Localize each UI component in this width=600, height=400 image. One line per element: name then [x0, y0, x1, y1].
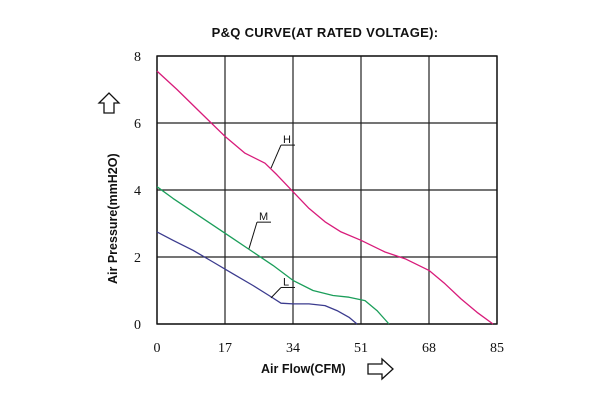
series-line-H	[156, 70, 494, 325]
y-tick-label: 8	[134, 50, 141, 65]
grid	[156, 55, 498, 325]
y-tick-label: 2	[134, 251, 141, 266]
series-line-M	[156, 186, 390, 325]
x-tick-label: 0	[154, 341, 161, 356]
y-tick-label: 0	[134, 318, 141, 333]
chart-title: P&Q CURVE(AT RATED VOLTAGE):	[212, 25, 439, 40]
x-tick-label: 85	[490, 341, 504, 356]
curve-label-M: M	[259, 211, 268, 223]
leader-line-M	[248, 222, 258, 249]
leader-line-L	[270, 287, 282, 299]
y-axis-label: Air Pressure(mmH2O)	[106, 153, 120, 284]
leader-line-H	[270, 144, 282, 169]
x-axis-label: Air Flow(CFM)	[261, 362, 346, 376]
x-tick-label: 34	[286, 341, 300, 356]
arrow-right-icon	[367, 357, 394, 381]
curve-labels: H M L	[248, 134, 295, 299]
series-group	[156, 70, 494, 325]
y-tick-labels: 0 2 4 6 8	[134, 50, 141, 333]
x-tick-label: 17	[218, 341, 232, 356]
y-tick-label: 6	[134, 117, 141, 132]
arrow-up-icon	[97, 92, 121, 114]
curve-label-H: H	[283, 134, 291, 146]
x-tick-label: 68	[422, 341, 436, 356]
x-tick-labels: 0 17 34 51 68 85	[154, 341, 505, 356]
series-line-L	[156, 231, 358, 325]
x-tick-label: 51	[354, 341, 368, 356]
y-tick-label: 4	[134, 184, 141, 199]
plot-frame	[156, 55, 498, 325]
curve-label-L: L	[283, 276, 289, 288]
